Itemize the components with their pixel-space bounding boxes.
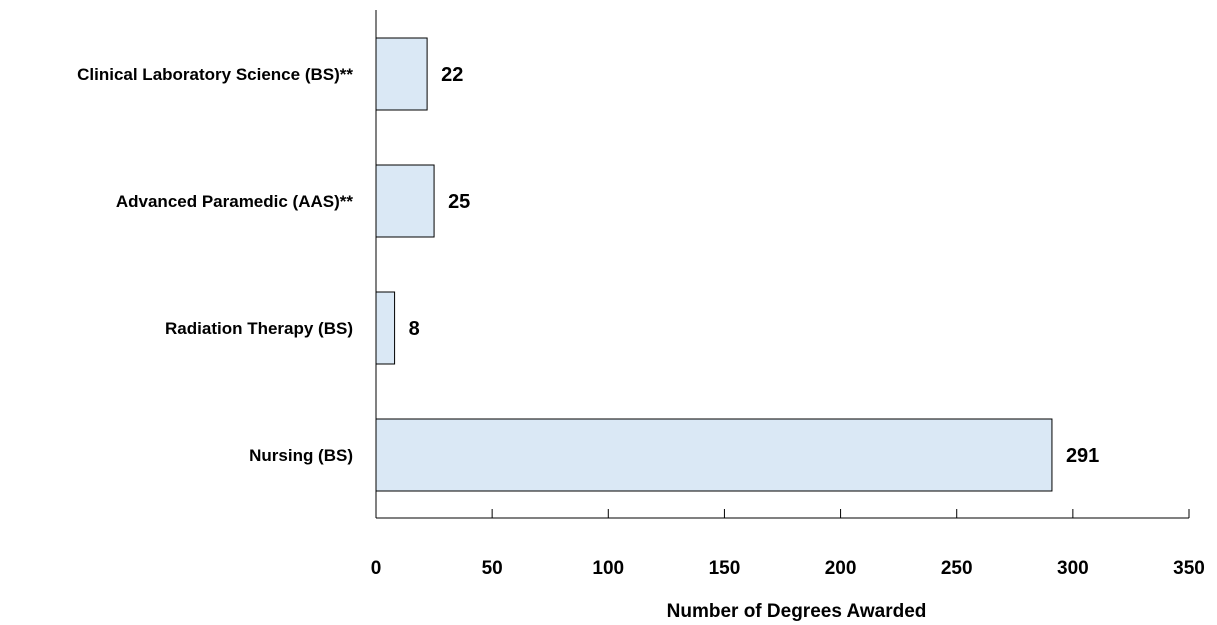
category-label: Radiation Therapy (BS) <box>165 319 353 338</box>
bar-value-label: 22 <box>441 64 463 86</box>
x-tick-label: 200 <box>825 558 857 579</box>
category-label: Advanced Paramedic (AAS)** <box>116 192 354 211</box>
x-tick-label: 150 <box>709 558 741 579</box>
bar <box>375 418 1053 492</box>
bar-value-label: 291 <box>1066 445 1099 467</box>
bar-value-label: 8 <box>409 318 420 340</box>
x-tick-label: 50 <box>482 558 503 579</box>
bar-value-label: 25 <box>448 191 470 213</box>
x-tick-label: 0 <box>371 558 382 579</box>
x-ticks-group <box>375 509 1190 518</box>
x-tick-label: 350 <box>1173 558 1205 579</box>
x-tick-label: 250 <box>941 558 973 579</box>
x-tick-label: 300 <box>1057 558 1089 579</box>
bar <box>375 37 428 111</box>
bar <box>375 164 435 238</box>
bars-group <box>375 37 1053 492</box>
value-labels-group: 22 25 8 291 <box>409 64 1100 467</box>
x-tick-labels-group: 0 50 100 150 200 250 300 350 <box>371 558 1205 579</box>
category-labels-group: Clinical Laboratory Science (BS)** Advanc… <box>77 65 353 465</box>
category-label: Nursing (BS) <box>249 446 353 465</box>
x-tick-label: 100 <box>592 558 624 579</box>
category-label: Clinical Laboratory Science (BS)** <box>77 65 353 84</box>
bar <box>375 291 396 365</box>
x-axis-title: Number of Degrees Awarded <box>667 601 927 622</box>
